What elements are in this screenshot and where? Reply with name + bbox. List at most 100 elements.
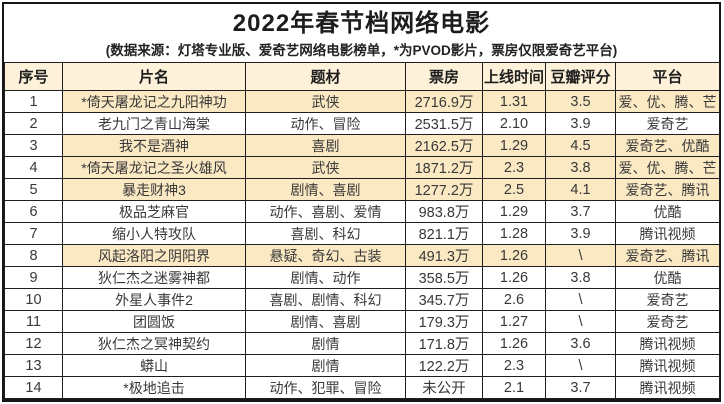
cell-movie-title: 狄仁杰之迷雾神都 [62,266,246,289]
cell-platform: 优酷 [615,200,720,223]
cell-douban-rating: 4.1 [545,178,616,201]
col-header-platform: 平台 [615,62,720,91]
cell-platform: 优酷 [615,266,720,289]
cell-platform: 爱奇艺 [615,288,720,311]
cell-boxoffice: 1277.2万 [405,178,483,201]
cell-movie-title: 风起洛阳之阴阳界 [62,244,246,267]
cell-boxoffice: 983.8万 [405,200,483,223]
cell-douban-rating: 3.8 [545,156,616,179]
col-header-douban-rating: 豆瓣评分 [545,62,616,91]
cell-movie-title: *倚天屠龙记之圣火雄风 [62,156,246,179]
cell-index: 3 [4,134,63,157]
cell-index: 7 [4,222,63,245]
cell-genre: 悬疑、奇幻、古装 [245,244,406,267]
title-area: 2022年春节档网络电影 (数据来源：灯塔专业版、爱奇艺网络电影榜单，*为PVO… [4,4,719,62]
cell-douban-rating: 3.6 [545,332,616,355]
cell-boxoffice: 821.1万 [405,222,483,245]
cell-genre: 动作、喜剧、爱情 [245,200,406,223]
cell-douban-rating: 3.5 [545,90,616,113]
cell-genre: 剧情 [245,332,406,355]
cell-index: 4 [4,156,63,179]
cell-boxoffice: 未公开 [405,376,483,399]
cell-douban-rating: \ [545,288,616,311]
cell-index: 5 [4,178,63,201]
cell-boxoffice: 2531.5万 [405,112,483,135]
table-row: 8 风起洛阳之阴阳界 悬疑、奇幻、古装 491.3万 1.26 \ 爱奇艺、腾讯 [4,244,720,267]
cell-platform: 腾讯视频 [615,222,720,245]
col-header-index: 序号 [4,62,63,91]
cell-online-date: 1.29 [482,200,546,223]
cell-index: 8 [4,244,63,267]
header-row: 序号 片名 题材 票房 上线时间 豆瓣评分 平台 [4,62,720,91]
cell-douban-rating: \ [545,354,616,377]
cell-online-date: 1.26 [482,244,546,267]
cell-movie-title: 团圆饭 [62,310,246,333]
cell-online-date: 2.10 [482,112,546,135]
cell-index: 6 [4,200,63,223]
cell-online-date: 1.27 [482,310,546,333]
cell-online-date: 1.29 [482,134,546,157]
cell-movie-title: *极地追击 [62,376,246,399]
page-subtitle: (数据来源：灯塔专业版、爱奇艺网络电影榜单，*为PVOD影片，票房仅限爱奇艺平台… [105,43,618,58]
cell-douban-rating: \ [545,310,616,333]
cell-online-date: 1.31 [482,90,546,113]
cell-platform: 爱、优、腾、芒 [615,156,720,179]
cell-movie-title: 狄仁杰之冥神契约 [62,332,246,355]
cell-movie-title: 外星人事件2 [62,288,246,311]
cell-genre: 喜剧 [245,134,406,157]
cell-platform: 爱奇艺、腾讯 [615,178,720,201]
cell-genre: 动作、犯罪、冒险 [245,376,406,399]
cell-boxoffice: 179.3万 [405,310,483,333]
cell-index: 1 [4,90,63,113]
table-row: 9 狄仁杰之迷雾神都 剧情、动作 358.5万 1.26 3.8 优酷 [4,266,720,289]
cell-online-date: 2.5 [482,178,546,201]
cell-index: 9 [4,266,63,289]
cell-douban-rating: 3.9 [545,222,616,245]
table-row: 7 缩小人特攻队 喜剧、科幻 821.1万 1.28 3.9 腾讯视频 [4,222,720,245]
cell-movie-title: *倚天屠龙记之九阳神功 [62,90,246,113]
cell-douban-rating: 3.9 [545,112,616,135]
col-header-online-date: 上线时间 [482,62,546,91]
cell-platform: 爱奇艺、优酷 [615,134,720,157]
cell-boxoffice: 345.7万 [405,288,483,311]
cell-index: 11 [4,310,63,333]
cell-boxoffice: 491.3万 [405,244,483,267]
cell-boxoffice: 2716.9万 [405,90,483,113]
table-row: 5 暴走财神3 剧情、喜剧 1277.2万 2.5 4.1 爱奇艺、腾讯 [4,178,720,201]
cell-online-date: 2.6 [482,288,546,311]
cell-platform: 爱奇艺 [615,112,720,135]
cell-boxoffice: 358.5万 [405,266,483,289]
cell-movie-title: 暴走财神3 [62,178,246,201]
cell-index: 12 [4,332,63,355]
table-row: 10 外星人事件2 喜剧、剧情、科幻 345.7万 2.6 \ 爱奇艺 [4,288,720,311]
cell-index: 13 [4,354,63,377]
cell-genre: 动作、冒险 [245,112,406,135]
cell-movie-title: 缩小人特攻队 [62,222,246,245]
cell-douban-rating: \ [545,244,616,267]
cell-platform: 腾讯视频 [615,354,720,377]
cell-genre: 剧情、动作 [245,266,406,289]
cell-platform: 爱、优、腾、芒 [615,90,720,113]
cell-douban-rating: 4.5 [545,134,616,157]
table-row: 6 极品芝麻官 动作、喜剧、爱情 983.8万 1.29 3.7 优酷 [4,200,720,223]
cell-douban-rating: 3.7 [545,376,616,399]
cell-online-date: 2.1 [482,376,546,399]
cell-platform: 腾讯视频 [615,332,720,355]
cell-douban-rating: 3.7 [545,200,616,223]
cell-movie-title: 极品芝麻官 [62,200,246,223]
cell-online-date: 1.28 [482,222,546,245]
cell-genre: 剧情、喜剧 [245,178,406,201]
table-row: 1 *倚天屠龙记之九阳神功 武侠 2716.9万 1.31 3.5 爱、优、腾、芒 [4,90,720,113]
table-body: 1 *倚天屠龙记之九阳神功 武侠 2716.9万 1.31 3.5 爱、优、腾、芒 2 老九门之… [4,90,720,399]
cell-movie-title: 老九门之青山海棠 [62,112,246,135]
cell-index: 2 [4,112,63,135]
cell-boxoffice: 171.8万 [405,332,483,355]
cell-genre: 武侠 [245,156,406,179]
cell-online-date: 2.3 [482,354,546,377]
cell-online-date: 2.3 [482,156,546,179]
cell-platform: 腾讯视频 [615,376,720,399]
cell-genre: 喜剧、科幻 [245,222,406,245]
cell-index: 10 [4,288,63,311]
